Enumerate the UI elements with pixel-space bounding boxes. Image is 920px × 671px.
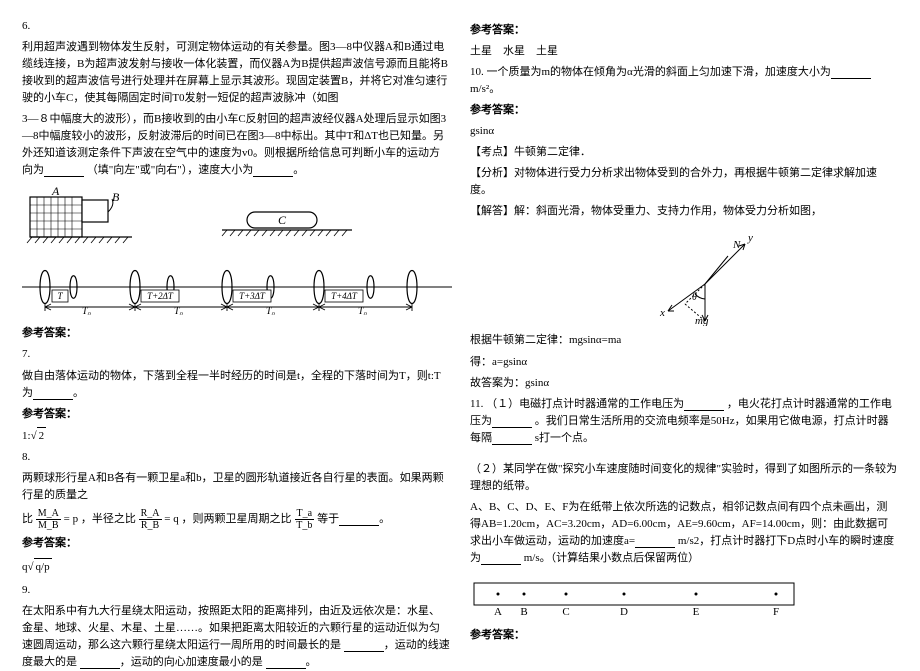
svg-text:F: F: [773, 606, 779, 617]
a10-value: gsinα: [470, 123, 898, 140]
answer-label-6: 参考答案：: [22, 325, 450, 342]
answer-label-7: 参考答案：: [22, 406, 450, 423]
svg-text:θ: θ: [692, 292, 697, 303]
q7-number: 7.: [22, 346, 450, 363]
q8-blank: [339, 513, 379, 526]
svg-text:T₀: T₀: [174, 306, 184, 315]
q11-blank2: [492, 415, 532, 428]
answer-label-8: 参考答案：: [22, 535, 450, 552]
a10-line1: 根据牛顿第二定律：mgsinα=ma: [470, 332, 898, 349]
q11-part3: A、B、C、D、E、F为在纸带上依次所选的记数点，相邻记数点间有四个点未画出，测…: [470, 499, 898, 567]
a10-line2: 得：a=gsinα: [470, 354, 898, 371]
a10-line3: 故答案为：gsinα: [470, 375, 898, 392]
q11-blank1: [684, 398, 724, 411]
answer-label-11: 参考答案：: [470, 627, 898, 644]
q6-blank2: [253, 164, 293, 177]
svg-text:C: C: [562, 606, 569, 617]
q6-number: 6.: [22, 18, 450, 35]
q6-blank1: [44, 164, 84, 177]
svg-text:A: A: [51, 187, 60, 198]
q8-number: 8.: [22, 449, 450, 466]
device-diagram: A B C: [22, 187, 450, 247]
q6-text2: 3—８中幅度大的波形），而B接收到的由小车C反射回的超声波经仪器A处理后显示如图…: [22, 111, 450, 179]
a9-value: 土星 水星 土星: [470, 43, 898, 60]
svg-text:T+4ΔT: T+4ΔT: [331, 291, 358, 301]
incline-diagram: N y x mg θ: [650, 226, 770, 326]
q11-part1: 11. （１）电磁打点计时器通常的工作电压为 ，电火花打点计时器通常的工作电压为…: [470, 396, 898, 447]
q8-formula: 比 M_AM_B = p ，半径之比 R_AR_B = q ，则两颗卫星周期之比…: [22, 508, 450, 531]
q9-blank2: [80, 656, 120, 669]
q9-number: 9.: [22, 582, 450, 599]
tape-diagram: A B C D E F: [470, 577, 800, 617]
svg-text:T₀: T₀: [266, 306, 276, 315]
left-column: 6. 利用超声波遇到物体发生反射，可测定物体运动的有关参量。图3—8中仪器A和B…: [12, 18, 460, 633]
svg-text:x: x: [659, 307, 665, 319]
a10-analysis: 【分析】对物体进行受力分析求出物体受到的合外力，再根据牛顿第二定律求解加速度。: [470, 165, 898, 199]
q9-text: 在太阳系中有九大行星绕太阳运动，按照距太阳的距离排列，由近及远依次是：水星、金星…: [22, 603, 450, 671]
q10: 10. 一个质量为m的物体在倾角为α光滑的斜面上匀加速下滑，加速度大小为m/s²…: [470, 64, 898, 98]
svg-text:T+3ΔT: T+3ΔT: [239, 291, 266, 301]
svg-text:y: y: [747, 232, 753, 244]
svg-text:T+2ΔT: T+2ΔT: [147, 291, 174, 301]
svg-text:A: A: [494, 606, 502, 617]
svg-text:B: B: [520, 606, 527, 617]
a10-point: 【考点】牛顿第二定律．: [470, 144, 898, 161]
a8-value: q√q/p: [22, 558, 450, 576]
q9-blank3: [266, 656, 306, 669]
svg-text:T₀: T₀: [82, 306, 92, 315]
a10-solve: 【解答】解：斜面光滑，物体受重力、支持力作用，物体受力分析如图，: [470, 203, 898, 220]
q11-part2: （２）某同学在做"探究小车速度随时间变化的规律"实验时，得到了如图所示的一条较为…: [470, 461, 898, 495]
svg-text:E: E: [693, 606, 700, 617]
right-column: 参考答案： 土星 水星 土星 10. 一个质量为m的物体在倾角为α光滑的斜面上匀…: [460, 18, 908, 633]
svg-text:T₀: T₀: [358, 306, 368, 315]
wave-diagram: T₀ T₀ T₀ T₀ T T+2ΔT T+3ΔT T+4ΔT: [22, 257, 450, 315]
q8-text: 两颗球形行星A和B各有一颗卫星a和b，卫星的圆形轨道接近各自行星的表面。如果两颗…: [22, 470, 450, 504]
svg-text:D: D: [620, 606, 628, 617]
svg-text:C: C: [278, 213, 287, 227]
q11-blank5: [481, 552, 521, 565]
a7-value: 1:√2: [22, 427, 450, 445]
q10-blank: [831, 66, 871, 79]
q7-text: 做自由落体运动的物体，下落到全程一半时经历的时间是t，全程的下落时间为T，则t:…: [22, 368, 450, 402]
svg-text:N: N: [732, 239, 741, 251]
svg-text:mg: mg: [695, 315, 709, 326]
q11-blank3: [492, 432, 532, 445]
q11-blank4: [635, 535, 675, 548]
q6-text1: 利用超声波遇到物体发生反射，可测定物体运动的有关参量。图3—8中仪器A和B通过电…: [22, 39, 450, 107]
answer-label-9: 参考答案：: [470, 22, 898, 39]
q7-blank: [33, 387, 73, 400]
answer-label-10: 参考答案：: [470, 102, 898, 119]
q9-blank1: [344, 639, 384, 652]
